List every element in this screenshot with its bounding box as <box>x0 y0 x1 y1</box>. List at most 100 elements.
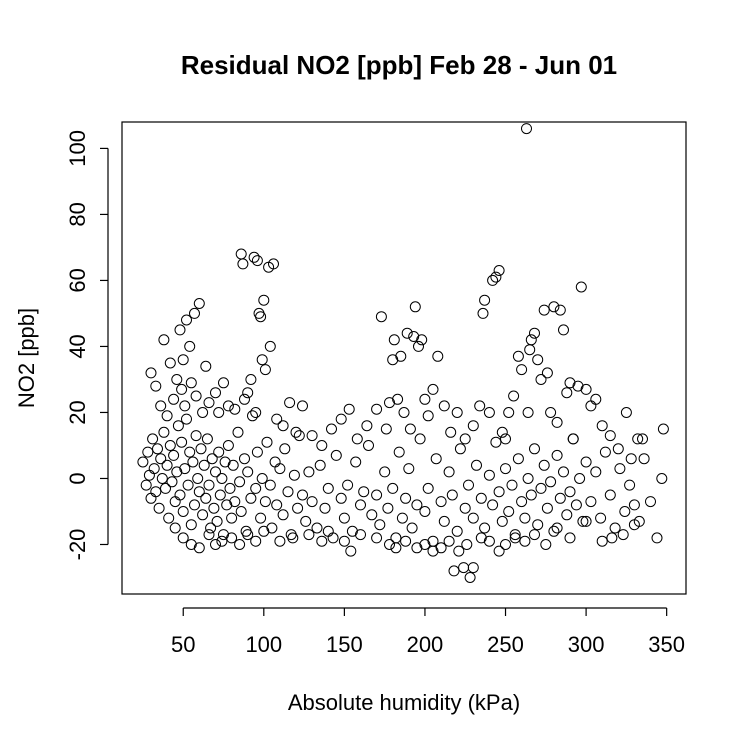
data-point <box>137 456 149 468</box>
data-point <box>287 532 299 544</box>
x-axis-label: Absolute humidity (kPa) <box>288 690 520 715</box>
x-tick-label: 100 <box>245 632 282 657</box>
data-point <box>366 509 378 521</box>
data-point <box>628 519 640 531</box>
data-point <box>396 512 408 524</box>
data-point <box>264 340 276 352</box>
data-point <box>250 535 262 547</box>
data-point <box>561 387 573 399</box>
data-point <box>422 410 434 422</box>
data-point <box>335 492 347 504</box>
data-point <box>529 443 540 455</box>
data-point <box>330 449 342 461</box>
data-point <box>184 446 196 458</box>
data-point <box>245 492 257 504</box>
data-point <box>638 453 650 465</box>
data-point <box>258 525 270 537</box>
data-point <box>319 502 331 514</box>
data-point <box>176 436 188 448</box>
data-point <box>512 350 524 362</box>
y-tick-label: 0 <box>65 472 90 484</box>
data-point <box>599 446 611 458</box>
data-point <box>306 496 318 508</box>
data-point <box>558 324 569 336</box>
data-point <box>564 532 576 544</box>
data-point <box>177 354 189 366</box>
data-point <box>451 407 463 418</box>
data-point <box>326 423 337 435</box>
x-tick-label: 250 <box>487 632 524 657</box>
data-point <box>596 535 608 547</box>
data-point <box>379 466 391 478</box>
data-point <box>398 407 410 418</box>
data-point <box>311 522 323 534</box>
data-point <box>345 545 357 557</box>
data-point <box>271 413 283 425</box>
data-point <box>187 456 199 468</box>
data-point <box>645 496 656 508</box>
data-point <box>306 430 318 442</box>
x-tick-label: 200 <box>407 632 444 657</box>
data-point <box>161 410 173 422</box>
data-point <box>322 482 334 494</box>
data-point <box>538 304 550 316</box>
data-point <box>479 294 491 306</box>
data-point <box>242 529 254 541</box>
data-point <box>474 400 486 412</box>
data-point <box>554 304 566 316</box>
data-point <box>193 298 205 309</box>
data-point <box>519 512 531 524</box>
y-tick-label: -20 <box>65 529 90 561</box>
data-point <box>392 393 404 405</box>
data-point <box>382 502 394 514</box>
data-point <box>169 496 181 508</box>
data-point <box>525 334 537 346</box>
data-point <box>363 440 374 451</box>
data-point <box>148 463 160 475</box>
data-point <box>255 311 267 323</box>
data-point <box>577 515 589 527</box>
data-point <box>524 344 536 356</box>
data-point <box>464 572 476 583</box>
data-point <box>606 532 618 544</box>
data-point <box>239 453 250 465</box>
data-point <box>620 407 632 418</box>
plot-frame <box>121 121 687 595</box>
data-point <box>401 327 413 339</box>
data-point <box>226 532 238 544</box>
data-point <box>210 466 221 478</box>
data-point <box>590 466 602 478</box>
data-point <box>419 506 431 517</box>
data-point <box>525 489 537 501</box>
data-point <box>500 433 511 445</box>
data-point <box>300 515 312 527</box>
data-point <box>143 469 155 481</box>
data-point <box>248 251 260 263</box>
data-point <box>545 407 557 418</box>
data-point <box>624 479 636 491</box>
data-point <box>496 426 508 438</box>
data-point <box>242 387 254 399</box>
data-point <box>271 499 283 511</box>
data-point <box>224 482 236 494</box>
data-point <box>350 456 362 468</box>
data-point <box>198 459 210 471</box>
data-point <box>558 466 569 478</box>
data-point <box>400 535 412 547</box>
data-point <box>279 443 291 455</box>
data-point <box>551 416 563 428</box>
data-point <box>490 271 502 283</box>
data-point <box>551 449 563 461</box>
data-point <box>145 367 157 379</box>
data-point <box>239 393 250 405</box>
data-point <box>261 436 273 448</box>
data-point <box>411 499 423 511</box>
data-point <box>235 506 247 517</box>
data-point <box>548 301 560 313</box>
data-point <box>358 486 370 498</box>
data-point <box>516 496 528 508</box>
data-point <box>174 489 186 501</box>
data-point <box>604 489 616 501</box>
data-point <box>590 393 602 405</box>
data-point <box>614 463 626 475</box>
